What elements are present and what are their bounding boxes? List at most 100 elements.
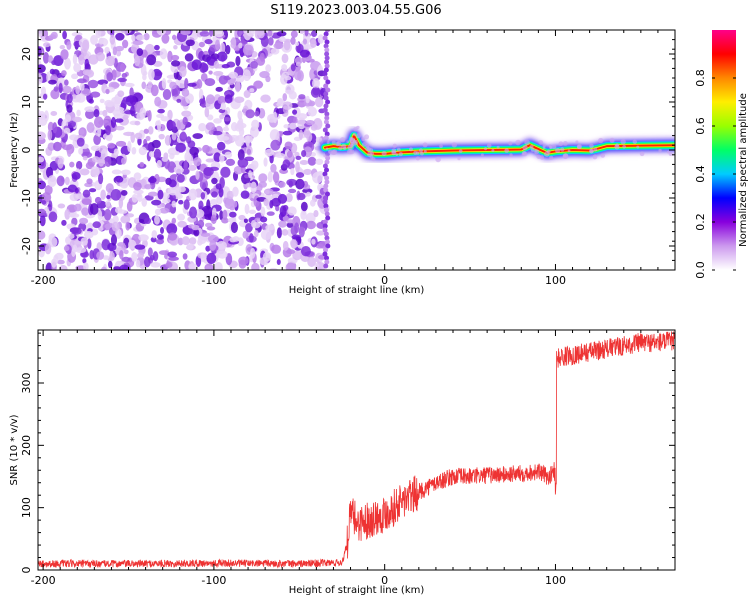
noise-blob [134,120,141,126]
noise-blob [145,110,151,117]
noise-blob [71,248,76,257]
noise-blob [246,148,252,155]
noise-blob [41,200,47,205]
noise-blob [219,210,224,221]
noise-blob [72,53,78,65]
noise-blob [71,73,79,80]
ridge-speckle [560,147,565,152]
ridge-speckle [392,143,397,148]
ridge-speckle [352,132,356,136]
noise-blob [245,223,253,233]
noise-blob [115,125,125,131]
noise-blob [217,95,227,105]
noise-blob [173,165,184,174]
noise-blob [282,130,293,136]
noise-blob [38,73,43,85]
noise-blob [38,180,46,190]
noise-blob [226,190,234,200]
noise-blob [68,233,75,239]
noise-blob [310,87,321,98]
colorbar-tick-label: 0.2 [694,213,707,231]
noise-blob [117,90,125,98]
ridge-speckle [639,151,645,157]
noise-blob [216,51,228,62]
ridge-speckle [549,155,554,160]
noise-blob [180,131,187,140]
noise-blob [69,193,79,202]
noise-blob [84,106,96,112]
noise-blob [120,215,131,224]
noise-blob [79,217,89,225]
noise-blob [297,192,306,201]
noise-blob [254,30,262,40]
noise-blob [203,166,214,177]
noise-blob [95,30,102,39]
noise-blob [280,74,288,85]
noise-blob [292,250,303,261]
noise-blob [238,42,243,49]
noise-edge [324,175,330,181]
noise-blob [123,249,129,255]
noise-blob [90,166,100,178]
ridge-speckle [367,151,373,157]
noise-blob [259,216,268,223]
noise-blob [229,237,237,243]
noise-blob [125,221,131,231]
noise-blob [270,139,281,151]
noise-blob [58,265,68,270]
noise-blob [209,198,219,206]
noise-edge [322,223,328,229]
noise-blob [47,129,53,141]
noise-edge [323,43,329,49]
colorbar-tick-label: 0.4 [694,165,707,183]
noise-blob [182,116,188,126]
noise-blob [115,140,127,147]
noise-blob [47,175,57,188]
noise-edge [322,107,328,113]
noise-blob [58,82,63,94]
noise-blob [273,42,284,50]
noise-blob [75,93,86,103]
noise-blob [288,122,297,130]
noise-blob [208,130,214,135]
noise-blob [170,54,180,61]
ridge-speckle [420,151,424,156]
noise-blob [296,113,308,120]
noise-blob [238,214,246,221]
noise-blob [220,102,227,110]
noise-blob [121,73,128,79]
ridge-speckle [484,147,488,151]
ridge-speckle [622,144,626,149]
noise-blob [165,262,173,268]
noise-blob [38,230,46,240]
noise-edge [324,115,330,121]
noise-blob [110,189,122,201]
noise-blob [251,219,257,228]
noise-blob [299,49,310,58]
snr-y-axis-label: SNR (10 * v/v) [9,414,20,485]
colorbar-label: Normalized spectral amplitude [738,93,749,247]
noise-blob [84,58,90,69]
noise-blob [51,60,57,66]
noise-blob [68,213,80,218]
noise-blob [38,46,42,57]
noise-blob [146,54,157,66]
ridge-speckle [575,140,579,144]
noise-blob [171,200,177,208]
noise-edge [323,119,329,125]
noise-blob [102,132,113,140]
noise-blob [311,238,316,245]
noise-blob [73,63,82,73]
noise-blob [185,39,195,47]
noise-blob [151,199,162,206]
noise-blob [75,247,87,254]
noise-blob [243,90,251,98]
noise-blob [311,30,318,37]
noise-blob [198,41,206,48]
noise-blob [110,116,117,128]
ridge-speckle [486,143,492,149]
noise-blob [225,253,233,266]
noise-blob [262,251,272,262]
noise-blob [299,159,309,166]
noise-blob [141,197,148,207]
